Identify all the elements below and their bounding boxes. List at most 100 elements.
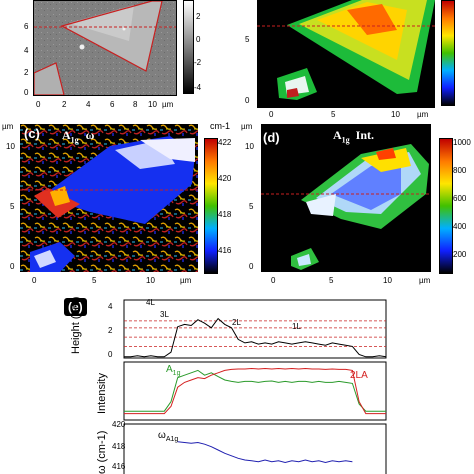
x-tick-5: 5 bbox=[92, 276, 97, 285]
x-unit: µm bbox=[162, 100, 174, 109]
omega-line bbox=[177, 441, 353, 464]
series-a1g-label: A1g bbox=[166, 364, 180, 377]
raman-map-b bbox=[257, 0, 435, 108]
x-tick-8: 8 bbox=[133, 100, 138, 109]
label-main: A bbox=[62, 128, 71, 142]
y-unit: µm bbox=[2, 122, 14, 131]
label-suffix: ω bbox=[85, 128, 95, 142]
layer-label-2L: 2L bbox=[232, 318, 241, 327]
label-suffix: Int. bbox=[355, 128, 375, 142]
y-unit: µm bbox=[241, 122, 253, 131]
x-tick-5: 5 bbox=[331, 110, 336, 119]
intensity-line-a1g bbox=[124, 369, 386, 412]
y-tick-10: 10 bbox=[245, 142, 254, 151]
panel-e-tag-box: (e) bbox=[64, 298, 87, 316]
y-tick-2: 2 bbox=[24, 68, 29, 77]
x-tick-0: 0 bbox=[271, 276, 276, 285]
colorbar-tick-600: 600 bbox=[453, 194, 467, 203]
colorbar-tick-418: 418 bbox=[218, 210, 232, 219]
panel-c: µm (c) A1g bbox=[0, 118, 237, 288]
height-frame bbox=[123, 299, 387, 359]
x-unit: µm bbox=[419, 276, 431, 285]
x-tick-2: 2 bbox=[62, 100, 67, 109]
height-y-tick-4: 4 bbox=[108, 302, 113, 311]
series-a1g-sub: 1g bbox=[172, 370, 181, 377]
y-tick-5: 5 bbox=[245, 35, 250, 44]
omega-series-label: ωA1g bbox=[158, 430, 178, 443]
x-tick-0: 0 bbox=[36, 100, 41, 109]
x-tick-0: 0 bbox=[269, 110, 274, 119]
colorbar-tick-800: 800 bbox=[453, 166, 467, 175]
colorbar-tick-416: 416 bbox=[218, 246, 232, 255]
y-tick-5: 5 bbox=[10, 202, 15, 211]
panel-e: (e) Height (nm) 4 2 0 4L 3L 2L 1L Intens… bbox=[0, 292, 474, 474]
x-tick-0: 0 bbox=[32, 276, 37, 285]
panel-d-tag: (d) bbox=[263, 130, 280, 145]
x-tick-10: 10 bbox=[146, 276, 155, 285]
colorbar-tick-0: 0 bbox=[196, 35, 201, 44]
colorbar-tick-neg2: -2 bbox=[194, 58, 202, 67]
panel-c-tag: (c) bbox=[24, 126, 40, 141]
colorbar-tick-1000: 1000 bbox=[453, 138, 471, 147]
omega-y-tick-420: 420 bbox=[112, 420, 126, 429]
y-tick-6: 6 bbox=[24, 22, 29, 31]
omega-y-tick-416: 416 bbox=[112, 462, 126, 471]
layer-label-4L: 4L bbox=[146, 298, 155, 307]
colorbar-tick-200: 200 bbox=[453, 250, 467, 259]
intensity-line-2la bbox=[124, 367, 386, 415]
series-a1g-main: A bbox=[166, 364, 173, 375]
panel-a: 2 0 -2 -4 6 4 2 0 0 2 4 6 8 10 µm bbox=[0, 0, 235, 120]
y-tick-5: 5 bbox=[249, 202, 254, 211]
y-tick-0: 0 bbox=[245, 96, 250, 105]
height-plot bbox=[123, 299, 387, 359]
raman-shift-map bbox=[20, 124, 198, 272]
height-profile-line bbox=[124, 317, 387, 358]
panel-d: µm (d) A1g Int. 1000 800 600 400 200 10 … bbox=[237, 118, 474, 288]
x-unit: µm bbox=[417, 110, 429, 119]
colorbar-b bbox=[441, 0, 455, 106]
omega-series-sub: A1g bbox=[165, 436, 179, 443]
height-y-tick-2: 2 bbox=[108, 326, 113, 335]
y-tick-4: 4 bbox=[24, 46, 29, 55]
y-tick-0: 0 bbox=[24, 88, 29, 97]
omega-plot bbox=[123, 423, 387, 474]
label-sub: 1g bbox=[341, 135, 350, 145]
afm-height-map bbox=[33, 0, 177, 96]
intensity-plot bbox=[123, 361, 387, 421]
y-tick-0: 0 bbox=[10, 262, 15, 271]
omega-series-main: ω bbox=[158, 430, 166, 441]
label-sub: 1g bbox=[70, 135, 79, 145]
panel-b: 5 0 0 5 10 µm bbox=[237, 0, 474, 120]
intensity-frame bbox=[123, 361, 387, 421]
panel-d-label: A1g Int. bbox=[333, 128, 374, 144]
colorbar-unit: cm-1 bbox=[210, 121, 230, 131]
x-tick-10: 10 bbox=[391, 110, 400, 119]
omega-frame bbox=[123, 423, 387, 474]
colorbar-tick-420: 420 bbox=[218, 174, 232, 183]
series-2la-label: 2LA bbox=[350, 370, 368, 381]
y-tick-0: 0 bbox=[249, 262, 254, 271]
panel-c-label: A1g ω bbox=[62, 128, 94, 144]
afm-colorbar bbox=[183, 0, 194, 94]
height-y-tick-0: 0 bbox=[108, 350, 113, 359]
colorbar-tick-422: 422 bbox=[218, 138, 232, 147]
colorbar-tick-neg4: -4 bbox=[194, 83, 202, 92]
label-main: A bbox=[333, 128, 342, 142]
omega-y-tick-418: 418 bbox=[112, 442, 126, 451]
colorbar-c bbox=[204, 138, 218, 274]
x-tick-10: 10 bbox=[148, 100, 157, 109]
colorbar-tick-400: 400 bbox=[453, 222, 467, 231]
x-tick-4: 4 bbox=[86, 100, 91, 109]
panel-e-tag: (e) bbox=[68, 300, 83, 314]
line-profiles bbox=[123, 299, 387, 474]
y-tick-10: 10 bbox=[6, 142, 15, 151]
colorbar-tick-2: 2 bbox=[196, 12, 201, 21]
layer-label-1L: 1L bbox=[292, 322, 301, 331]
x-tick-10: 10 bbox=[383, 276, 392, 285]
x-tick-5: 5 bbox=[329, 276, 334, 285]
colorbar-d bbox=[439, 138, 453, 274]
layer-label-3L: 3L bbox=[160, 310, 169, 319]
x-tick-6: 6 bbox=[110, 100, 115, 109]
raman-intensity-map bbox=[261, 124, 431, 272]
x-unit: µm bbox=[180, 276, 192, 285]
